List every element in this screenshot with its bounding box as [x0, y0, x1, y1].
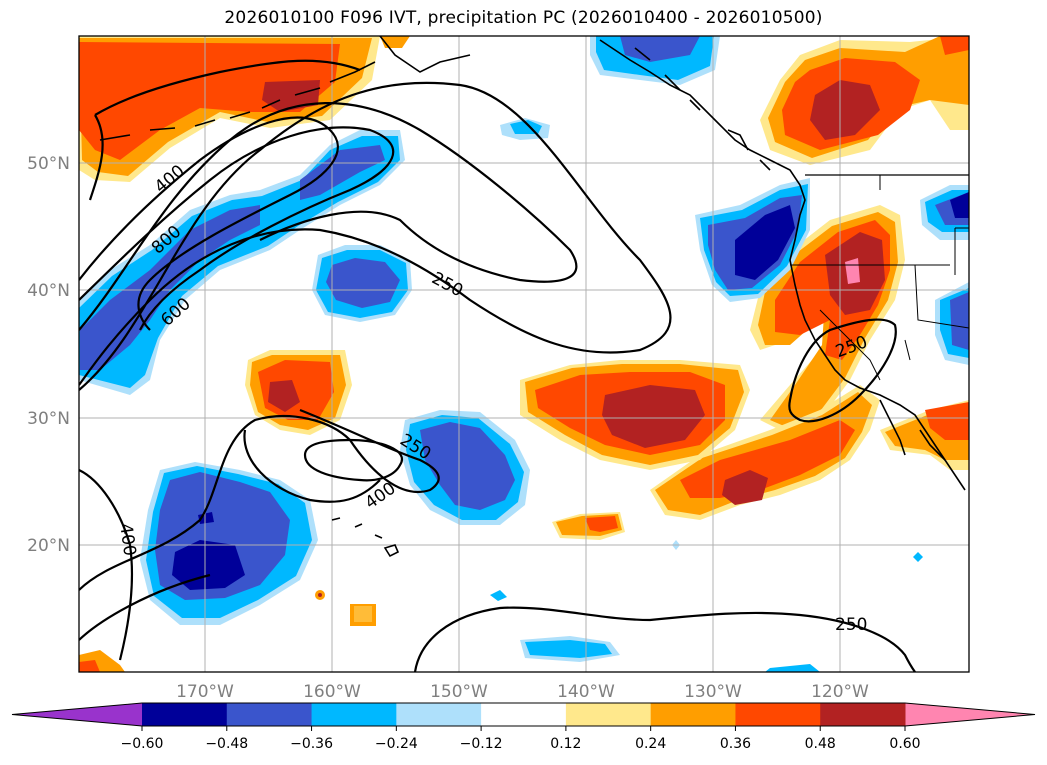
colorbar-tick-label: −0.12: [460, 736, 503, 752]
colorbar-segment: [226, 703, 313, 726]
colorbar-tick-label: −0.36: [290, 736, 333, 752]
lon-label: 170°W: [176, 682, 234, 702]
colorbar-tick-label: 0.60: [889, 736, 920, 752]
colorbar-tick-label: −0.60: [121, 736, 164, 752]
precipitation-field: [79, 36, 969, 672]
colorbar: −0.60 −0.48 −0.36 −0.24 −0.12 0.12 0.24 0.36 0.4…: [11, 702, 1036, 752]
colorbar-segment: [650, 703, 736, 726]
graticule: [79, 36, 969, 672]
lon-label: 140°W: [557, 682, 615, 702]
colorbar-extend-min: [12, 703, 142, 726]
lon-label: 160°W: [303, 682, 361, 702]
contour-600: [79, 126, 395, 331]
map-frame: [78, 35, 970, 673]
lon-label: 130°W: [684, 682, 742, 702]
lat-label: 30°N: [27, 409, 70, 429]
colorbar-segment: [396, 703, 482, 726]
chart-title: 2026010100 F096 IVT, precipitation PC (2…: [224, 8, 823, 28]
contour-800: [79, 116, 339, 331]
lat-label: 20°N: [27, 536, 70, 556]
contour-label: 400: [115, 522, 139, 557]
colorbar-segment: [565, 703, 652, 726]
coastlines: [99, 36, 969, 558]
colorbar-segment: [735, 703, 821, 726]
colorbar-tick-label: −0.48: [205, 736, 248, 752]
ivt-contours: [79, 59, 916, 672]
colorbar-segment: [820, 703, 906, 726]
colorbar-segment: [481, 703, 567, 726]
contour-400: [79, 102, 578, 331]
contour-label: 250: [835, 615, 867, 635]
contour-250-outer: [79, 81, 672, 391]
latitude-labels: 50°N 40°N 30°N 20°N: [27, 154, 70, 556]
colorbar-segment: [311, 703, 397, 726]
colorbar-tick-label: 0.36: [720, 736, 751, 752]
lat-label: 40°N: [27, 281, 70, 301]
lon-label: 120°W: [811, 682, 869, 702]
lon-label: 150°W: [430, 682, 488, 702]
colorbar-tick-label: 0.24: [635, 736, 666, 752]
colorbar-tick-label: −0.24: [375, 736, 418, 752]
colorbar-segment: [142, 703, 228, 726]
colorbar-tick-label: 0.12: [550, 736, 581, 752]
longitude-labels: 170°W 160°W 150°W 140°W 130°W 120°W: [176, 682, 869, 702]
colorbar-tick-label: 0.48: [805, 736, 836, 752]
lat-label: 50°N: [27, 154, 70, 174]
colorbar-extend-max: [905, 703, 1035, 726]
